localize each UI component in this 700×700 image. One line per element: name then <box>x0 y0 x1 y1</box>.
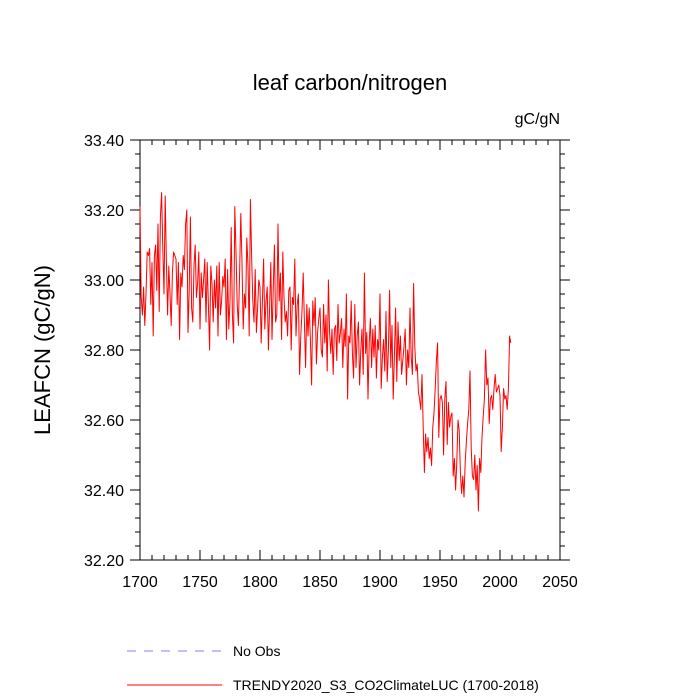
y-tick-label: 33.20 <box>84 203 124 220</box>
legend-label-trendy2020: TRENDY2020_S3_CO2ClimateLUC (1700-2018) <box>233 677 539 693</box>
y-tick-label: 32.20 <box>84 553 124 570</box>
x-tick-label: 1900 <box>362 574 398 591</box>
x-tick-label: 2050 <box>542 574 578 591</box>
x-tick-label: 1850 <box>302 574 338 591</box>
plot-frame <box>139 139 561 561</box>
y-tick-label: 33.00 <box>84 273 124 290</box>
x-tick-label: 2000 <box>482 574 518 591</box>
x-tick-label: 1750 <box>182 574 218 591</box>
legend: No Obs TRENDY2020_S3_CO2ClimateLUC (1700… <box>127 643 539 693</box>
x-tick-label: 1950 <box>422 574 458 591</box>
y-tick-label: 32.60 <box>84 413 124 430</box>
y-tick-label: 33.40 <box>84 133 124 150</box>
y-tick-label: 32.80 <box>84 343 124 360</box>
series-line-trendy2020 <box>139 192 512 512</box>
x-tick-label: 1800 <box>242 574 278 591</box>
units-label: gC/gN <box>515 111 560 128</box>
y-tick-label: 32.40 <box>84 483 124 500</box>
x-tick-label: 1700 <box>122 574 158 591</box>
legend-label-no-obs: No Obs <box>233 643 280 659</box>
chart-title: leaf carbon/nitrogen <box>253 70 447 95</box>
axis-ticks <box>130 139 570 561</box>
axis-tick-labels: 1700 1750 1800 1850 1900 1950 2000 2050 32.20 32.… <box>84 133 578 591</box>
y-axis-label: LEAFCN (gC/gN) <box>30 265 55 435</box>
